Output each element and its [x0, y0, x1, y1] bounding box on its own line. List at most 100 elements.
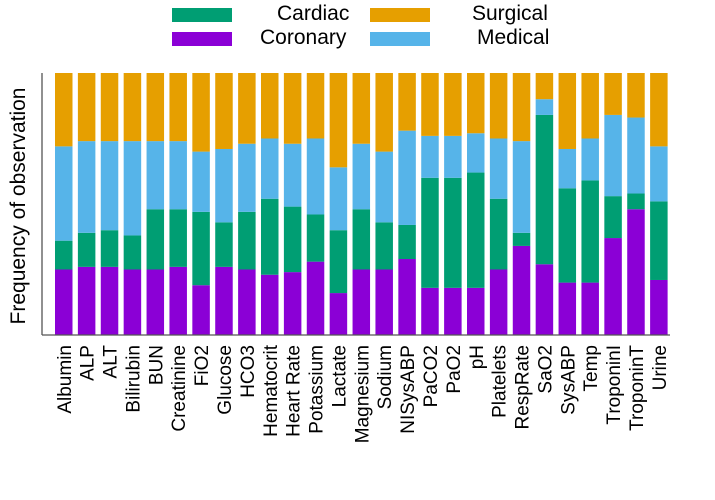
legend-swatch-surgical [370, 8, 430, 22]
bar-segment-medical-sodium [375, 151, 393, 223]
legend-swatch-cardiac [172, 8, 232, 22]
bar-segment-surgical-heart-rate [283, 73, 302, 144]
bar-segment-coronary-magnesium [352, 269, 371, 335]
x-tick-labels: Albumin ALP ALT Bilirubin BUN Creatinine FiO2 G… [55, 344, 671, 443]
bar-segment-medical-bun [146, 141, 165, 210]
bar-segment-surgical-magnesium [352, 73, 371, 144]
bar-segment-cardiac-sodium [375, 222, 393, 270]
x-tick-label: Urine [650, 345, 671, 390]
bar-segment-surgical-pao2 [444, 73, 462, 136]
x-tick-label: SysABP [558, 345, 579, 415]
x-tick-label: ALT [101, 345, 122, 379]
bar-segment-cardiac-sysabp [558, 188, 577, 283]
x-tick-label: SaO2 [535, 345, 556, 394]
bar-segment-cardiac-nisysabp [398, 224, 416, 260]
legend-label-cardiac: Cardiac [277, 2, 350, 25]
bar-segment-coronary-alp [77, 266, 96, 335]
bar-segment-cardiac-heart-rate [283, 206, 302, 273]
bar-segment-cardiac-platelets [489, 198, 508, 270]
bar-segment-medical-magnesium [352, 143, 371, 210]
x-tick-label: Bilirubin [123, 345, 144, 413]
x-tick-label: Creatinine [169, 345, 190, 432]
bar-segment-cardiac-lactate [329, 230, 348, 294]
bar-segment-surgical-potassium [306, 73, 325, 139]
x-tick-label: HCO3 [238, 345, 259, 398]
bar-segment-medical-paco2 [421, 135, 439, 178]
bar-segment-surgical-platelets [489, 73, 508, 139]
bar-segment-surgical-resprate [512, 73, 531, 142]
bar-segment-coronary-glucose [215, 266, 233, 335]
bar-segment-surgical-troponini [604, 73, 622, 115]
bar-segment-medical-lactate [329, 167, 348, 231]
bar-segment-surgical-ph [467, 73, 485, 134]
bar-segment-medical-urine [650, 146, 668, 202]
bar-segment-medical-glucose [215, 148, 233, 223]
bar-segment-surgical-albumin [55, 73, 73, 147]
bar-segment-cardiac-troponint [627, 193, 645, 210]
bar-segment-cardiac-bilirubin [123, 235, 142, 270]
bar-segment-surgical-sysabp [558, 73, 577, 149]
bar-segment-coronary-resprate [512, 245, 531, 335]
legend-label-medical: Medical [477, 26, 550, 49]
x-tick-label: FiO2 [192, 345, 213, 386]
x-tick-label: Temp [581, 345, 602, 391]
x-tick-label: Potassium [307, 345, 328, 434]
bar-segment-surgical-hematocrit [261, 73, 279, 139]
bar-segment-medical-alp [77, 141, 96, 233]
bar-segment-coronary-potassium [306, 261, 325, 335]
bar-segment-medical-bilirubin [123, 141, 142, 236]
bar-segment-coronary-hco3 [238, 269, 256, 335]
bar-segment-medical-albumin [55, 146, 73, 241]
bar-segment-surgical-sao2 [535, 73, 554, 100]
bar-segment-cardiac-sao2 [535, 114, 554, 265]
x-tick-label: TroponinI [604, 345, 625, 425]
bar-segment-surgical-creatinine [169, 73, 187, 142]
x-tick-label: RespRate [513, 345, 534, 430]
bar-segment-cardiac-bun [146, 209, 165, 270]
bar-segment-medical-creatinine [169, 141, 187, 210]
bars-group [55, 73, 668, 335]
bar-segment-coronary-troponint [627, 209, 645, 335]
bar-segment-cardiac-urine [650, 201, 668, 280]
x-tick-label: TroponinT [627, 345, 648, 431]
y-axis-label: Frequency of observation [7, 88, 30, 325]
x-tick-label: Platelets [490, 345, 511, 418]
bar-segment-medical-platelets [489, 138, 508, 199]
x-tick-label: PaO2 [444, 345, 465, 394]
bar-segment-surgical-bilirubin [123, 73, 142, 142]
x-tick-label: ALP [78, 345, 99, 381]
legend-swatch-coronary [172, 32, 232, 46]
bar-segment-coronary-ph [467, 287, 485, 335]
bar-segment-medical-resprate [512, 141, 531, 233]
bar-segment-cardiac-paco2 [421, 177, 439, 288]
bar-segment-cardiac-potassium [306, 214, 325, 262]
bar-segment-surgical-nisysabp [398, 73, 416, 131]
bar-segment-cardiac-pao2 [444, 177, 462, 288]
bar-segment-cardiac-albumin [55, 240, 73, 270]
bar-segment-medical-sysabp [558, 148, 577, 189]
bar-segment-coronary-hematocrit [261, 274, 279, 335]
bar-segment-coronary-lactate [329, 293, 348, 335]
bar-segment-coronary-sao2 [535, 264, 554, 335]
bar-segment-coronary-creatinine [169, 266, 187, 335]
bar-segment-coronary-platelets [489, 269, 508, 335]
bar-segment-coronary-nisysabp [398, 259, 416, 335]
bar-segment-coronary-urine [650, 279, 668, 335]
bar-segment-cardiac-alt [100, 230, 119, 267]
x-tick-label: Sodium [375, 345, 396, 409]
bar-segment-surgical-paco2 [421, 73, 439, 136]
x-tick-label: Magnesium [352, 345, 373, 443]
bar-segment-coronary-albumin [55, 269, 73, 335]
bar-segment-surgical-alp [77, 73, 96, 142]
bar-segment-cardiac-creatinine [169, 209, 187, 267]
bar-segment-cardiac-hematocrit [261, 198, 279, 275]
bar-segment-coronary-pao2 [444, 287, 462, 335]
bar-segment-coronary-temp [581, 282, 599, 335]
bar-segment-medical-hco3 [238, 143, 256, 212]
bar-segment-medical-temp [581, 138, 599, 181]
bar-segment-surgical-temp [581, 73, 599, 139]
bar-segment-cardiac-alp [77, 232, 96, 267]
bar-segment-medical-hematocrit [261, 138, 279, 199]
bar-segment-coronary-paco2 [421, 287, 439, 335]
x-tick-label: Albumin [55, 345, 76, 414]
